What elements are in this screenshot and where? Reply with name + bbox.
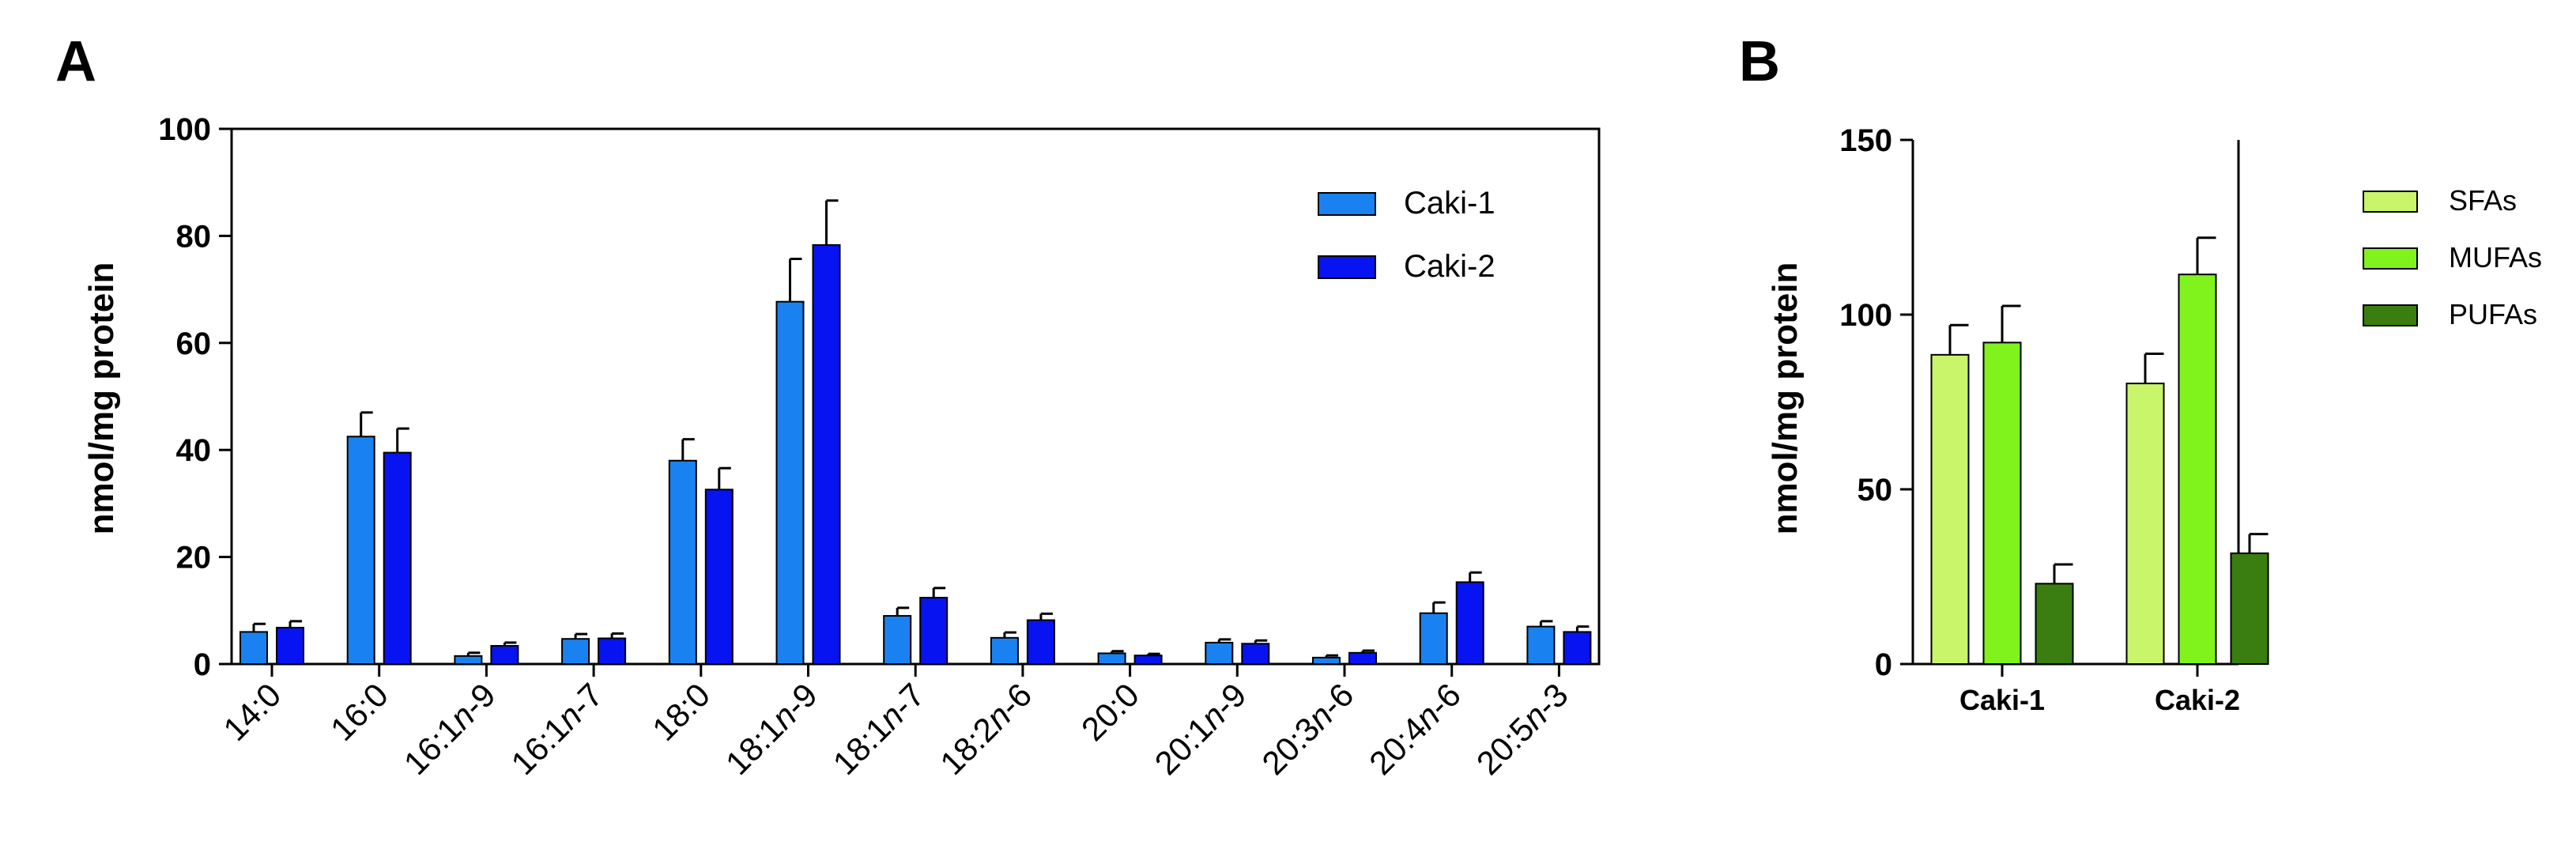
panel-a-y-tick-label: 20 xyxy=(176,541,212,575)
panel-a-y-tick-label: 60 xyxy=(176,326,212,361)
panel-a-bar-caki-2 xyxy=(490,644,519,665)
panel-b-chart: 0 50 100 150 Caki-1 Caki-2 SFAs MUFAs PUFAs xyxy=(1839,123,2542,716)
panel-a-bar-caki-2 xyxy=(1241,643,1270,665)
panel-a-bar-caki-1 xyxy=(668,459,697,665)
panel-b-legend-swatch-mufas xyxy=(2363,247,2418,270)
panel-b-y-tick-label: 50 xyxy=(1858,473,1893,508)
panel-b-legend-swatch-pufas xyxy=(2363,304,2418,326)
panel-a-bar-caki-2 xyxy=(1563,631,1592,666)
panel-a-x-tick-label: 20:0 xyxy=(1074,676,1146,748)
panel-a-bar-caki-1 xyxy=(990,636,1019,666)
panel-a-plot-frame xyxy=(230,127,1601,666)
panel-b-y-tick-label: 150 xyxy=(1839,123,1892,158)
panel-a-y-axis-label: nmol/mg protein xyxy=(82,262,121,535)
panel-a-x-tick-label: 20:4n-6 xyxy=(1362,676,1468,782)
panel-b-bar-mufas xyxy=(1982,341,2022,665)
panel-a-bar-caki-1 xyxy=(346,436,375,666)
panel-a-x-tick-label: 18:2n-6 xyxy=(933,676,1039,782)
panel-a-legend-label: Caki-1 xyxy=(1404,186,1495,221)
panel-a-y-tick-label: 40 xyxy=(176,433,212,468)
panel-a-letter: A xyxy=(55,30,96,93)
panel-b-legend-label: MUFAs xyxy=(2449,241,2542,274)
panel-a-bar-caki-2 xyxy=(1026,619,1055,666)
panel-b-legend-swatch-sfas xyxy=(2363,191,2418,213)
panel-a-x-tick-label: 16:1n-9 xyxy=(397,676,503,782)
panel-b-x-tick-label: Caki-2 xyxy=(2155,684,2240,716)
panel-a-legend-swatch-caki-1 xyxy=(1318,192,1376,216)
panel-a-bar-caki-2 xyxy=(383,451,412,666)
panel-b-bar-pufas xyxy=(2230,552,2269,665)
panel-b-bar-sfas xyxy=(1930,353,1970,665)
panel-a-bar-caki-2 xyxy=(919,597,949,665)
panel-a-bar-caki-1 xyxy=(1526,625,1556,665)
panel-b-y-tick-label: 100 xyxy=(1839,298,1892,333)
panel-a-bar-caki-1 xyxy=(1097,652,1126,666)
panel-b-y-axis-label: nmol/mg protein xyxy=(1766,262,1805,535)
panel-b-legend-label: SFAs xyxy=(2449,184,2517,217)
panel-a-bar-caki-2 xyxy=(812,243,841,665)
panel-a-bar-caki-1 xyxy=(1419,612,1448,665)
panel-a-x-tick-label: 14:0 xyxy=(216,676,288,748)
panel-a-x-tick-label: 18:1n-7 xyxy=(826,676,932,782)
panel-a-bar-caki-1 xyxy=(775,300,805,665)
panel-a-x-tick-label: 18:1n-9 xyxy=(718,676,824,782)
panel-a-x-tick-label: 16:1n-7 xyxy=(504,676,609,782)
panel-a-x-tick-label: 20:3n-6 xyxy=(1254,676,1360,782)
panel-a-bar-caki-1 xyxy=(561,638,590,666)
panel-a-bar-caki-2 xyxy=(1133,655,1163,666)
panel-a-bar-caki-1 xyxy=(1205,641,1234,665)
panel-b-legend-label: PUFAs xyxy=(2449,298,2537,330)
panel-a-bar-caki-1 xyxy=(1312,656,1341,665)
panel-a-legend-swatch-caki-2 xyxy=(1318,255,1376,279)
panel-a-x-tick-label: 18:0 xyxy=(645,676,717,748)
panel-a-bar-caki-2 xyxy=(1348,651,1377,666)
panel-a-bar-caki-2 xyxy=(704,489,734,665)
panel-a-x-tick-label: 16:0 xyxy=(323,676,395,748)
panel-a-x-tick-label: 20:5n-3 xyxy=(1469,676,1575,782)
panel-a-y-tick-label: 80 xyxy=(176,219,212,254)
panel-a-bar-caki-1 xyxy=(883,615,912,666)
panel-a-bar-caki-1 xyxy=(454,655,483,665)
panel-a-bar-caki-2 xyxy=(598,637,627,666)
panel-b-bar-pufas xyxy=(2035,583,2074,666)
panel-b-x-tick-label: Caki-1 xyxy=(1959,684,2045,716)
panel-a-bar-caki-1 xyxy=(239,631,268,666)
panel-a-bar-caki-2 xyxy=(276,626,304,665)
panel-a-y-tick-label: 0 xyxy=(194,647,211,682)
panel-a-x-tick-label: 20:1n-9 xyxy=(1148,676,1254,782)
panel-a-legend-label: Caki-2 xyxy=(1404,249,1495,284)
panel-a-bar-caki-2 xyxy=(1455,581,1484,666)
panel-b-bar-sfas xyxy=(2125,383,2165,665)
panel-a-y-tick-label: 100 xyxy=(158,112,211,147)
panel-b-y-tick-label: 0 xyxy=(1875,647,1892,682)
panel-b-letter: B xyxy=(1739,30,1780,93)
panel-b-bar-mufas xyxy=(2178,274,2217,665)
